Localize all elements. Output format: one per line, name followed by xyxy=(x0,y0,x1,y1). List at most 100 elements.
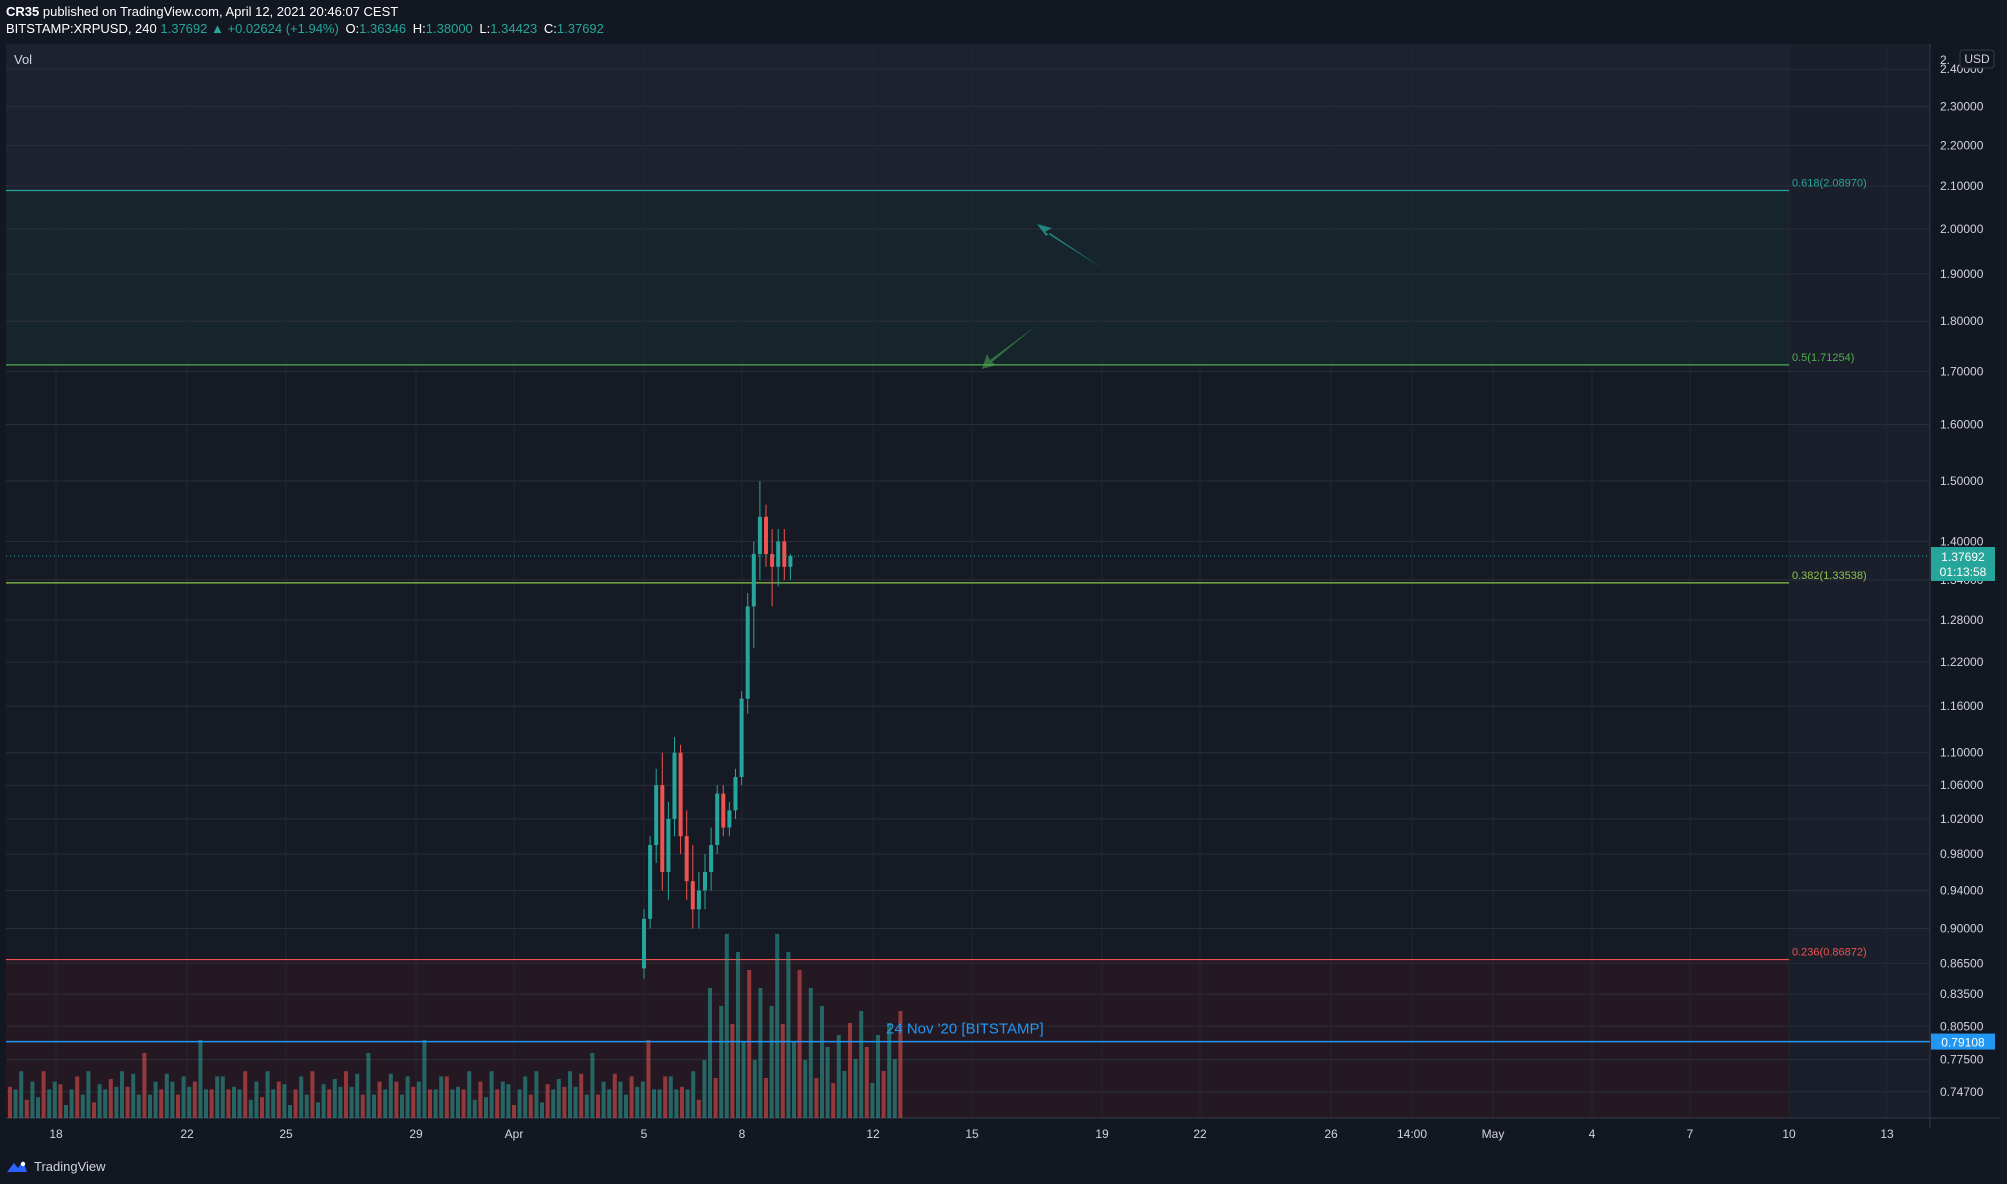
price-tick-label: 1.80000 xyxy=(1940,314,1984,328)
time-tick-label: Apr xyxy=(505,1127,524,1141)
plot-area[interactable] xyxy=(6,44,1930,1118)
volume-bar xyxy=(450,1089,455,1118)
volume-bar xyxy=(164,1073,169,1118)
fib-level-label: 0.236(0.86872) xyxy=(1792,947,1867,959)
volume-bar xyxy=(108,1079,113,1118)
volume-bar xyxy=(372,1094,376,1118)
volume-bar xyxy=(36,1097,40,1118)
horizontal-line-price-tag xyxy=(1931,1033,1995,1050)
volume-bar xyxy=(332,1079,337,1118)
price-tick-label: 1.70000 xyxy=(1940,364,1984,378)
volume-bar xyxy=(58,1084,63,1118)
volume-bar xyxy=(629,1076,634,1118)
volume-bar xyxy=(601,1081,606,1118)
volume-bar xyxy=(752,1060,757,1118)
volume-bar xyxy=(489,1071,494,1118)
volume-bar xyxy=(243,1071,248,1118)
volume-bar xyxy=(192,1081,197,1118)
volume-bar xyxy=(534,1071,539,1118)
volume-bar xyxy=(394,1081,399,1118)
time-tick-label: 13 xyxy=(1880,1127,1894,1141)
time-tick-label: 26 xyxy=(1324,1127,1338,1141)
volume-bar xyxy=(618,1081,623,1118)
volume-bar xyxy=(428,1089,432,1118)
volume-bar xyxy=(590,1053,595,1118)
fib-level-label: 0.5(1.71254) xyxy=(1792,352,1854,364)
author-name[interactable]: CR35 xyxy=(6,4,40,19)
volume-bar xyxy=(797,970,802,1118)
volume-bar xyxy=(254,1081,259,1118)
volume-bar xyxy=(209,1089,214,1118)
high-label: H: xyxy=(412,21,426,36)
volume-bar xyxy=(814,1078,819,1118)
candle-body xyxy=(654,785,659,846)
candle-body xyxy=(770,554,775,567)
volume-bar xyxy=(467,1071,472,1118)
price-tick-label: 0.77500 xyxy=(1940,1053,1984,1067)
fib-level-label: 0.382(1.33538) xyxy=(1792,570,1867,582)
volume-bar xyxy=(75,1076,80,1118)
volume-bar xyxy=(758,988,763,1118)
volume-bar xyxy=(741,1042,746,1118)
volume-bar xyxy=(461,1089,466,1118)
volume-bar xyxy=(349,1086,354,1118)
price-tick-label: 1.02000 xyxy=(1940,812,1984,826)
volume-bar xyxy=(103,1089,108,1118)
price-change: +0.02624 (+1.94%) xyxy=(227,21,339,36)
volume-bar xyxy=(495,1089,500,1118)
fib-level-label: 0.618(2.08970) xyxy=(1792,177,1867,189)
time-tick-label: 22 xyxy=(1193,1127,1207,1141)
arrow-down-left-icon[interactable] xyxy=(982,326,1036,369)
volume-bar xyxy=(786,952,791,1118)
volume-bar xyxy=(657,1089,662,1118)
volume-bar xyxy=(842,1071,847,1118)
volume-bar xyxy=(366,1053,371,1118)
arrow-up-left-icon[interactable] xyxy=(1037,224,1102,268)
volume-bar xyxy=(517,1089,522,1118)
volume-bar xyxy=(691,1071,696,1118)
volume-bar xyxy=(562,1086,567,1118)
volume-bar xyxy=(19,1071,24,1118)
time-tick-label: 18 xyxy=(49,1127,63,1141)
change-arrow-icon: ▲ xyxy=(211,21,224,36)
horizontal-line-price: 0.79108 xyxy=(1941,1036,1985,1050)
candle-body xyxy=(715,793,720,846)
volume-bar xyxy=(792,1042,796,1118)
ohlc-legend: BITSTAMP:XRPUSD, 240 1.37692 ▲ +0.02624 … xyxy=(6,21,604,36)
price-tick-label: 1.10000 xyxy=(1940,746,1984,760)
volume-bar xyxy=(47,1089,52,1118)
volume-bar xyxy=(355,1073,360,1118)
volume-bar xyxy=(775,934,780,1118)
footer-brand[interactable]: TradingView xyxy=(6,1156,106,1176)
candle-body xyxy=(788,555,793,567)
price-tick-label: 2.10000 xyxy=(1940,179,1984,193)
currency-button[interactable] xyxy=(1959,49,1995,69)
volume-bar xyxy=(260,1097,264,1118)
volume-bar xyxy=(646,1040,651,1118)
price-tick-label: 0.74700 xyxy=(1940,1085,1984,1099)
volume-bar xyxy=(299,1076,304,1118)
volume-bar xyxy=(30,1081,35,1118)
price-tick-label: 0.80500 xyxy=(1940,1019,1984,1033)
volume-bar xyxy=(321,1084,326,1118)
candle-body xyxy=(642,918,646,969)
high-value: 1.38000 xyxy=(425,21,473,36)
time-tick-label: 14:00 xyxy=(1397,1127,1427,1141)
time-tick-label: 8 xyxy=(739,1127,746,1141)
volume-bar xyxy=(808,988,813,1118)
volume-bar xyxy=(114,1086,119,1118)
volume-bar xyxy=(215,1076,220,1118)
volume-bar xyxy=(383,1089,388,1118)
volume-bar xyxy=(316,1102,320,1118)
volume-bar xyxy=(551,1089,556,1118)
volume-bar xyxy=(80,1094,85,1118)
volume-bar xyxy=(327,1089,332,1118)
volume-bar xyxy=(310,1071,315,1118)
volume-bar xyxy=(444,1076,449,1118)
volume-bar xyxy=(226,1089,231,1118)
volume-bar xyxy=(545,1084,550,1118)
volume-bar xyxy=(607,1089,612,1118)
symbol-label[interactable]: BITSTAMP:XRPUSD, 240 xyxy=(6,21,157,36)
candle-body xyxy=(782,541,787,567)
